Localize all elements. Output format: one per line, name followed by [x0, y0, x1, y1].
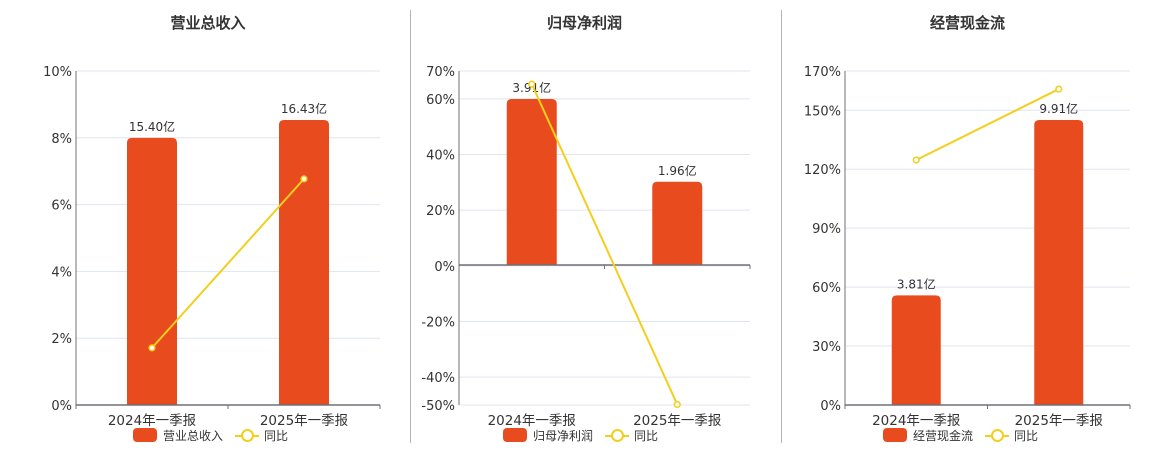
y-tick-label: 170%	[804, 65, 841, 80]
y-tick-label: 70%	[426, 65, 455, 80]
y-tick-label: 10%	[43, 65, 72, 80]
x-tick-label: 2025年一季报	[633, 413, 721, 429]
yoy-point[interactable]	[300, 175, 308, 183]
y-tick-label: 60%	[426, 93, 455, 108]
legend-line-label[interactable]: 同比	[634, 428, 659, 443]
legend-bar-label[interactable]: 经营现金流	[913, 428, 974, 443]
y-tick-label: 120%	[804, 163, 841, 178]
y-tick-label: 90%	[812, 222, 841, 237]
bar[interactable]	[891, 295, 941, 405]
legend-bar-swatch-icon[interactable]	[883, 428, 907, 442]
bar[interactable]	[506, 99, 557, 265]
legend-line-marker-icon[interactable]	[985, 428, 1010, 442]
y-tick-label: 4%	[51, 265, 72, 280]
yoy-line	[915, 88, 1060, 161]
legend-line-label[interactable]: 同比	[264, 428, 289, 443]
y-tick-label: 2%	[51, 332, 72, 347]
y-tick-label: -50%	[421, 399, 455, 414]
yoy-line	[151, 178, 305, 349]
yoy-point[interactable]	[1055, 85, 1063, 93]
bar-value-label: 9.91亿	[1039, 101, 1078, 116]
y-tick-label: 150%	[804, 104, 841, 119]
bar[interactable]	[652, 181, 703, 265]
yoy-line	[530, 83, 679, 405]
yoy-point[interactable]	[528, 80, 536, 88]
x-tick-label: 2025年一季报	[260, 413, 348, 429]
y-tick-label: 0%	[51, 399, 72, 414]
x-tick-label: 2025年一季报	[1015, 413, 1103, 429]
y-tick-label: 60%	[812, 281, 841, 296]
bar-value-label: 3.81亿	[897, 276, 936, 291]
panel-separator	[781, 10, 782, 443]
y-tick-label: -20%	[421, 316, 455, 331]
y-tick-label: 40%	[426, 149, 455, 164]
x-tick-label: 2024年一季报	[872, 413, 960, 429]
legend-bar-swatch-icon[interactable]	[133, 428, 157, 442]
bar-value-label: 15.40亿	[129, 119, 175, 134]
yoy-point[interactable]	[673, 400, 681, 409]
x-tick-label: 2024年一季报	[108, 413, 196, 429]
bar[interactable]	[279, 120, 329, 405]
legend-line-marker-icon[interactable]	[605, 428, 630, 442]
legend: 营业总收入 同比	[133, 427, 288, 443]
yoy-point[interactable]	[912, 156, 920, 164]
y-tick-label: 0%	[820, 399, 841, 414]
panel-separator	[410, 10, 411, 443]
y-tick-label: 30%	[812, 340, 841, 355]
y-tick-label: 0%	[434, 260, 455, 275]
bar[interactable]	[127, 137, 177, 406]
legend-bar-label[interactable]: 归母净利润	[533, 428, 594, 443]
y-tick-label: 8%	[51, 132, 72, 147]
chart-title: 经营现金流	[929, 14, 1005, 32]
y-tick-label: 20%	[426, 204, 455, 219]
legend-bar-swatch-icon[interactable]	[503, 428, 527, 442]
chart-title: 归母净利润	[546, 14, 622, 32]
legend-bar-label[interactable]: 营业总收入	[163, 428, 224, 443]
chart-title: 营业总收入	[170, 14, 246, 32]
bar[interactable]	[1034, 120, 1084, 405]
legend: 经营现金流 同比	[883, 427, 1038, 443]
legend: 归母净利润 同比	[503, 427, 658, 443]
bar-value-label: 1.96亿	[658, 163, 697, 178]
legend-line-marker-icon[interactable]	[235, 428, 260, 442]
yoy-point[interactable]	[148, 344, 156, 352]
x-tick-label: 2024年一季报	[488, 413, 576, 429]
legend-line-label[interactable]: 同比	[1014, 428, 1039, 443]
y-tick-label: 6%	[51, 199, 72, 214]
y-tick-label: -40%	[421, 371, 455, 386]
bar-value-label: 16.43亿	[281, 101, 327, 116]
